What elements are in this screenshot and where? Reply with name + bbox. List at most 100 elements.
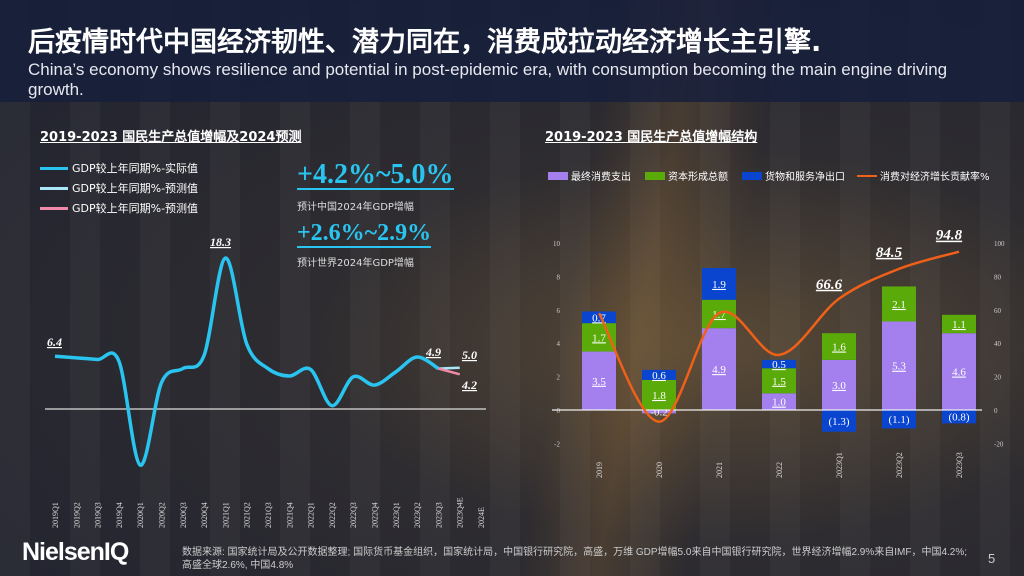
x-tick-label: 2023Q3 — [955, 452, 964, 478]
data-label: 4.9 — [425, 345, 441, 359]
legend-label: GDP较上年同期%-预测值 — [72, 182, 199, 195]
y2-tick-label: 20 — [994, 374, 1002, 382]
y-tick-label: 10 — [553, 240, 561, 248]
stacked-bar-segment — [642, 379, 676, 410]
legend-consumption: 最终消费支出 — [548, 168, 631, 183]
bar-value-label: 1.0 — [772, 397, 786, 409]
x-tick-label: 2023Q2 — [413, 502, 422, 528]
stacked-bar-segment — [702, 328, 736, 410]
legend-net-export: 货物和服务净出口 — [742, 168, 845, 183]
x-tick-label: 2021Q2 — [243, 502, 252, 528]
legend-actual: GDP较上年同期%-实际值 — [40, 160, 198, 176]
x-tick-label: 2022 — [775, 462, 784, 478]
gdp-line-chart: 2019Q1 2019Q2 2019Q3 2019Q4 2020Q1 2020Q2 2020… — [45, 235, 486, 528]
stacked-bar-segment — [642, 410, 676, 414]
y-tick-label: 2 — [557, 374, 561, 382]
left-chart-title: 2019-2023 国民生产总值增幅及2024预测 — [40, 130, 302, 145]
x-tick-label: 2023Q2 — [895, 452, 904, 478]
legend-label: GDP较上年同期%-实际值 — [72, 162, 199, 175]
contribution-label: 84.5 — [876, 245, 903, 261]
contribution-line — [597, 250, 960, 423]
x-tick-label: 2024E — [477, 507, 486, 528]
x-tick-label: 2019Q2 — [72, 502, 81, 528]
stacked-bar-segment — [822, 410, 856, 432]
legend-capital: 资本形成总额 — [645, 168, 728, 183]
stacked-bar-segment — [582, 351, 616, 410]
bar-value-label: (1.3) — [828, 416, 849, 428]
stacked-bar-segment — [762, 368, 796, 394]
x-tick-label: 2023Q3 — [434, 502, 443, 528]
stacked-bar-segment — [882, 410, 916, 429]
x-tick-label: 2020Q2 — [158, 502, 167, 528]
legend-contribution: 消费对经济增长贡献率% — [857, 168, 990, 183]
legend-label: 资本形成总额 — [668, 172, 728, 183]
stacked-bar-segment — [762, 359, 796, 369]
gdp-series-line — [438, 367, 461, 376]
data-label: 6.4 — [47, 335, 62, 349]
stacked-bar-segment — [882, 321, 916, 410]
gdp-series-line — [54, 256, 440, 467]
stacked-bar-segment — [882, 286, 916, 322]
china-forecast-value: +4.2%~5.0% — [297, 159, 454, 190]
china-forecast-label: 预计中国2024年GDP增幅 — [297, 202, 414, 213]
bar-value-label: 1.8 — [652, 390, 666, 402]
x-tick-label: 2021 — [715, 462, 724, 478]
x-tick-label: 2019Q3 — [94, 502, 103, 528]
legend-forecast-1: GDP较上年同期%-预测值 — [40, 180, 198, 196]
x-tick-label: 2020Q3 — [179, 502, 188, 528]
bar-value-label: (0.8) — [948, 412, 969, 424]
world-forecast-value: +2.6%~2.9% — [297, 220, 432, 248]
y-tick-label: 8 — [557, 273, 561, 281]
legend-label: 货物和服务净出口 — [765, 172, 845, 183]
data-label: 4.2 — [461, 378, 477, 392]
x-tick-label: 2022Q2 — [328, 502, 337, 528]
x-tick-label: 2022Q1 — [307, 502, 316, 528]
x-tick-label: 2023Q4E — [456, 497, 465, 528]
bar-value-label: 0.5 — [772, 359, 786, 371]
stacked-bar-segment — [582, 311, 616, 324]
bar-value-label: 4.6 — [952, 367, 966, 379]
stacked-bar-segment — [642, 369, 676, 380]
bar-value-label: 4.9 — [712, 364, 726, 376]
y-tick-label: 0 — [557, 407, 561, 415]
header-band: 后疫情时代中国经济韧性、潜力同在，消费成拉动经济增长主引擎. China’s e… — [0, 0, 1024, 102]
stacked-bar-segment — [822, 333, 856, 360]
gdp-structure-chart: -20246810-200204060801003.51.70.72019-0.… — [552, 228, 1005, 478]
x-tick-label: 2023Q1 — [835, 452, 844, 478]
stacked-bar-segment — [942, 314, 976, 334]
page-number: 5 — [988, 551, 996, 566]
bar-value-label: 1.7 — [592, 332, 606, 344]
bar-value-label: 2.1 — [892, 299, 906, 311]
page-title: 后疫情时代中国经济韧性、潜力同在，消费成拉动经济增长主引擎. — [28, 27, 822, 58]
legend-label: 消费对经济增长贡献率% — [880, 172, 990, 183]
world-forecast-label: 预计世界2024年GDP增幅 — [297, 258, 414, 269]
legend-label: 最终消费支出 — [571, 172, 631, 183]
x-tick-label: 2023Q1 — [392, 502, 401, 528]
bar-value-label: 1.6 — [832, 342, 846, 354]
x-tick-label: 2021Q4 — [285, 502, 294, 528]
data-label: 5.0 — [462, 348, 477, 362]
y2-tick-label: 40 — [994, 340, 1002, 348]
legend-label: GDP较上年同期%-预测值 — [72, 202, 199, 215]
right-chart-title: 2019-2023 国民生产总值增幅结构 — [545, 130, 758, 145]
y2-tick-label: 60 — [994, 307, 1002, 315]
bar-value-label: 5.3 — [892, 361, 906, 373]
y2-tick-label: 0 — [994, 407, 998, 415]
contribution-label: 66.6 — [816, 277, 843, 293]
stacked-bar-segment — [762, 393, 796, 410]
x-tick-label: 2019 — [595, 462, 604, 478]
stacked-bar-segment — [702, 268, 736, 300]
stacked-bar-segment — [822, 359, 856, 410]
bar-value-label: 1.5 — [772, 376, 786, 388]
y-tick-label: -2 — [554, 440, 560, 448]
bar-value-label: (1.1) — [888, 414, 909, 426]
stacked-bar-segment — [942, 410, 976, 424]
x-tick-label: 2022Q4 — [371, 502, 380, 528]
data-source: 数据来源: 国家统计局及公开数据整理; 国际货币基金组织，国家统计局，中国银行研… — [182, 547, 968, 571]
y-tick-label: 4 — [557, 340, 561, 348]
contribution-label: 94.8 — [936, 228, 963, 244]
data-label: 18.3 — [210, 235, 231, 249]
bar-value-label: 1.1 — [952, 319, 966, 331]
legend-forecast-2: GDP较上年同期%-预测值 — [40, 200, 198, 216]
bar-value-label: 3.0 — [832, 380, 846, 392]
